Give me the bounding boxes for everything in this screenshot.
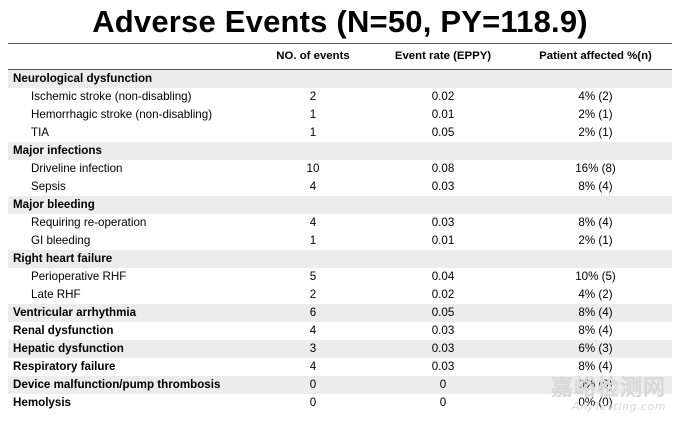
- table-row: Device malfunction/pump thrombosis 0 0 0…: [8, 376, 672, 394]
- row-label: Requiring re-operation: [31, 216, 147, 229]
- col-header-patients: Patient affected %(n): [539, 50, 652, 62]
- section-label: Major bleeding: [13, 198, 95, 211]
- row-patients: 0% (0): [578, 378, 613, 391]
- section-header-bleeding: Major bleeding: [8, 196, 672, 214]
- row-events: 1: [309, 234, 317, 247]
- table-row: Hemorrhagic stroke (non-disabling) 1 0.0…: [8, 106, 672, 124]
- row-label: Respiratory failure: [13, 360, 116, 373]
- row-patients: 4% (2): [578, 90, 613, 103]
- row-label: Ventricular arrhythmia: [13, 306, 137, 319]
- row-label: Device malfunction/pump thrombosis: [13, 378, 221, 391]
- row-rate: 0.03: [431, 324, 455, 337]
- row-events: 5: [309, 270, 317, 283]
- table-row: Hemolysis 0 0 0% (0): [8, 394, 672, 412]
- row-rate: 0: [439, 378, 447, 391]
- adverse-events-table: NO. of events Event rate (EPPY) Patient …: [8, 43, 672, 412]
- section-header-infections: Major infections: [8, 142, 672, 160]
- row-rate: 0.02: [431, 288, 455, 301]
- watermark-main: 嘉峪检测网: [550, 376, 666, 401]
- row-label: Perioperative RHF: [31, 270, 127, 283]
- table-row: Requiring re-operation 4 0.03 8% (4): [8, 214, 672, 232]
- row-patients: 2% (1): [578, 234, 613, 247]
- row-events: 4: [309, 360, 317, 373]
- table-row: Perioperative RHF 5 0.04 10% (5): [8, 268, 672, 286]
- row-label: Driveline infection: [31, 162, 123, 175]
- row-label: Late RHF: [31, 288, 81, 301]
- table-row: Renal dysfunction 4 0.03 8% (4): [8, 322, 672, 340]
- row-patients: 0% (0): [578, 396, 613, 409]
- row-events: 10: [306, 162, 320, 175]
- table-row: GI bleeding 1 0.01 2% (1): [8, 232, 672, 250]
- row-patients: 8% (4): [578, 180, 613, 193]
- row-label: Ischemic stroke (non-disabling): [31, 90, 192, 103]
- section-label: Major infections: [13, 144, 102, 157]
- row-rate: 0.05: [431, 126, 455, 139]
- row-patients: 16% (8): [575, 162, 616, 175]
- row-events: 2: [309, 90, 317, 103]
- row-events: 0: [309, 396, 317, 409]
- row-patients: 2% (1): [578, 126, 613, 139]
- section-header-neuro: Neurological dysfunction: [8, 70, 672, 88]
- row-events: 3: [309, 342, 317, 355]
- row-patients: 8% (4): [578, 216, 613, 229]
- row-rate: 0.03: [431, 342, 455, 355]
- row-events: 4: [309, 216, 317, 229]
- row-rate: 0: [439, 396, 447, 409]
- row-events: 4: [309, 180, 317, 193]
- row-events: 1: [309, 108, 317, 121]
- row-label: GI bleeding: [31, 234, 91, 247]
- row-rate: 0.03: [431, 216, 455, 229]
- row-patients: 8% (4): [578, 306, 613, 319]
- section-label: Right heart failure: [13, 252, 113, 265]
- row-label: Hemorrhagic stroke (non-disabling): [31, 108, 213, 121]
- row-patients: 10% (5): [575, 270, 616, 283]
- row-rate: 0.01: [431, 108, 455, 121]
- row-label: TIA: [31, 126, 50, 139]
- watermark: 嘉峪检测网 AnyTesting.com: [551, 377, 666, 413]
- row-label: Sepsis: [31, 180, 66, 193]
- row-events: 2: [309, 288, 317, 301]
- row-patients: 8% (4): [578, 360, 613, 373]
- row-patients: 6% (3): [578, 342, 613, 355]
- col-header-rate: Event rate (EPPY): [394, 50, 492, 62]
- table-header: NO. of events Event rate (EPPY) Patient …: [8, 44, 672, 70]
- row-patients: 4% (2): [578, 288, 613, 301]
- row-label: Hepatic dysfunction: [13, 342, 124, 355]
- table-row: Hepatic dysfunction 3 0.03 6% (3): [8, 340, 672, 358]
- row-events: 1: [309, 126, 317, 139]
- row-rate: 0.01: [431, 234, 455, 247]
- row-rate: 0.04: [431, 270, 455, 283]
- page-title: Adverse Events (N=50, PY=118.9): [92, 4, 588, 39]
- section-label: Neurological dysfunction: [13, 72, 153, 85]
- section-header-rhf: Right heart failure: [8, 250, 672, 268]
- row-patients: 8% (4): [578, 324, 613, 337]
- table-row: Sepsis 4 0.03 8% (4): [8, 178, 672, 196]
- row-events: 0: [309, 378, 317, 391]
- table-row: Respiratory failure 4 0.03 8% (4): [8, 358, 672, 376]
- row-events: 6: [309, 306, 317, 319]
- table-row: Ventricular arrhythmia 6 0.05 8% (4): [8, 304, 672, 322]
- watermark-sub: AnyTesting.com: [571, 400, 666, 413]
- row-label: Renal dysfunction: [13, 324, 114, 337]
- row-rate: 0.03: [431, 360, 455, 373]
- table-row: Ischemic stroke (non-disabling) 2 0.02 4…: [8, 88, 672, 106]
- table-row: Driveline infection 10 0.08 16% (8): [8, 160, 672, 178]
- col-header-events: NO. of events: [276, 50, 350, 62]
- table-row: Late RHF 2 0.02 4% (2): [8, 286, 672, 304]
- row-events: 4: [309, 324, 317, 337]
- row-rate: 0.02: [431, 90, 455, 103]
- row-patients: 2% (1): [578, 108, 613, 121]
- table-row: TIA 1 0.05 2% (1): [8, 124, 672, 142]
- row-rate: 0.05: [431, 306, 455, 319]
- row-label: Hemolysis: [13, 396, 71, 409]
- row-rate: 0.03: [431, 180, 455, 193]
- row-rate: 0.08: [431, 162, 455, 175]
